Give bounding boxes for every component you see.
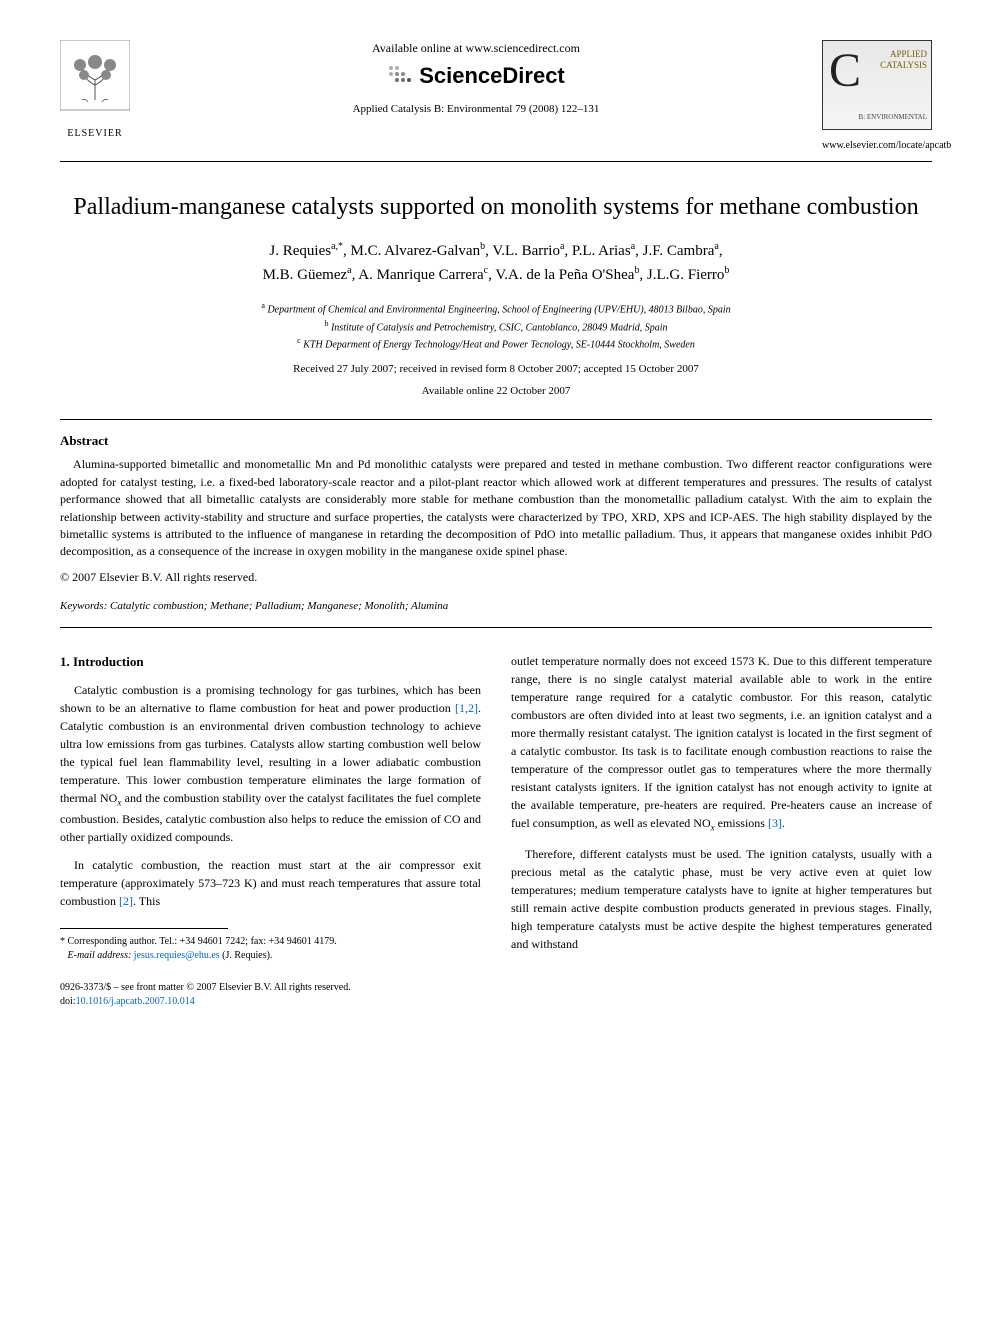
keywords-line: Keywords: Catalytic combustion; Methane;… <box>60 599 932 614</box>
citation-line: Applied Catalysis B: Environmental 79 (2… <box>150 102 802 117</box>
keywords-list: Catalytic combustion; Methane; Palladium… <box>107 600 448 612</box>
body-paragraph: Catalytic combustion is a promising tech… <box>60 681 481 846</box>
corresponding-author-footnote: * Corresponding author. Tel.: +34 94601 … <box>60 935 481 963</box>
article-dates: Received 27 July 2007; received in revis… <box>60 362 932 377</box>
author: J. Requies <box>269 243 331 259</box>
doi-line: doi:10.1016/j.apcatb.2007.10.014 <box>60 995 481 1009</box>
publisher-name: ELSEVIER <box>60 127 130 141</box>
cover-letter: C <box>829 47 861 95</box>
footer-block: 0926-3373/$ – see front matter © 2007 El… <box>60 981 481 1009</box>
citation-link[interactable]: [1,2] <box>455 701 478 715</box>
available-online-text: Available online at www.sciencedirect.co… <box>150 40 802 57</box>
keywords-label: Keywords: <box>60 600 107 612</box>
body-paragraph: In catalytic combustion, the reaction mu… <box>60 856 481 910</box>
authors-block: J. Requiesa,*, M.C. Alvarez-Galvanb, V.L… <box>60 239 932 286</box>
article-title: Palladium-manganese catalysts supported … <box>60 192 932 223</box>
body-paragraph: Therefore, different catalysts must be u… <box>511 845 932 953</box>
affiliation-c: KTH Deparment of Energy Technology/Heat … <box>303 339 695 350</box>
column-left: 1. Introduction Catalytic combustion is … <box>60 652 481 1009</box>
header-row: ELSEVIER Available online at www.science… <box>60 40 932 153</box>
elsevier-tree-icon <box>60 40 130 120</box>
body-columns: 1. Introduction Catalytic combustion is … <box>60 652 932 1009</box>
publisher-logo: ELSEVIER <box>60 40 130 141</box>
abstract-bottom-rule <box>60 627 932 628</box>
journal-url: www.elsevier.com/locate/apcatb <box>822 139 932 153</box>
sciencedirect-dots-icon <box>387 62 413 93</box>
abstract-top-rule <box>60 419 932 420</box>
footnote-tel-fax: * Corresponding author. Tel.: +34 94601 … <box>60 935 481 949</box>
header-rule <box>60 161 932 162</box>
citation-link[interactable]: [3] <box>768 816 782 830</box>
column-right: outlet temperature normally does not exc… <box>511 652 932 1009</box>
cover-title: APPLIED CATALYSIS <box>880 49 927 71</box>
abstract-text: Alumina-supported bimetallic and monomet… <box>60 456 932 560</box>
abstract-heading: Abstract <box>60 432 932 450</box>
affiliation-a: Department of Chemical and Environmental… <box>267 305 730 316</box>
section-heading: 1. Introduction <box>60 652 481 672</box>
platform-logo: ScienceDirect <box>150 61 802 93</box>
cover-subtitle: B: ENVIRONMENTAL <box>859 113 927 123</box>
journal-cover-block: C APPLIED CATALYSIS B: ENVIRONMENTAL www… <box>822 40 932 153</box>
footnote-separator <box>60 928 228 929</box>
platform-name: ScienceDirect <box>419 63 565 88</box>
body-paragraph: outlet temperature normally does not exc… <box>511 652 932 835</box>
header-center: Available online at www.sciencedirect.co… <box>130 40 822 118</box>
email-label: E-mail address: <box>68 950 132 961</box>
abstract-copyright: © 2007 Elsevier B.V. All rights reserved… <box>60 569 932 586</box>
email-link[interactable]: jesus.requies@ehu.es <box>131 950 219 961</box>
affiliations-block: a Department of Chemical and Environment… <box>60 300 932 352</box>
issn-copyright-line: 0926-3373/$ – see front matter © 2007 El… <box>60 981 481 995</box>
available-online-date: Available online 22 October 2007 <box>60 384 932 399</box>
journal-cover-image: C APPLIED CATALYSIS B: ENVIRONMENTAL <box>822 40 932 130</box>
citation-link[interactable]: [2] <box>119 894 133 908</box>
affiliation-b: Institute of Catalysis and Petrochemistr… <box>331 322 668 333</box>
author: M.B. Güemez <box>263 267 348 283</box>
doi-link[interactable]: 10.1016/j.apcatb.2007.10.014 <box>76 996 195 1007</box>
footnote-email-line: E-mail address: jesus.requies@ehu.es (J.… <box>60 949 481 963</box>
